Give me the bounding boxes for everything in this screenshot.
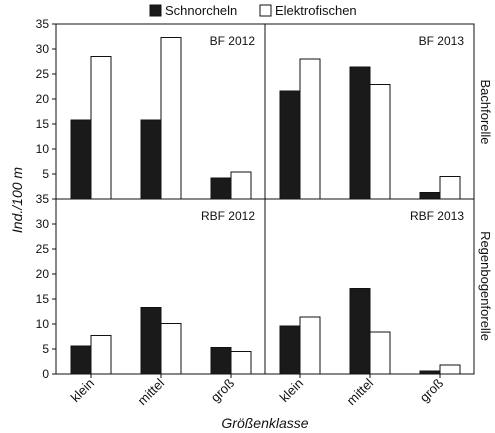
bar-bf-2013-mittel-elektrofischen [369, 84, 391, 200]
bar-bf-2012-gross-schnorcheln [210, 177, 232, 200]
y-tick-label: 5 [42, 342, 49, 356]
y-tick-label: 10 [36, 142, 50, 156]
bar-rbf-2013-klein-elektrofischen [299, 316, 321, 375]
x-category-label-gross: groß [208, 375, 238, 405]
bar-bf-2013-gross-schnorcheln [419, 192, 441, 200]
panel-rbf-2012: RBF 2012 [55, 198, 266, 375]
bar-bf-2012-klein-schnorcheln [70, 119, 92, 200]
bar-rbf-2012-gross-schnorcheln [210, 347, 232, 375]
bar-rbf-2012-gross-elektrofischen [230, 351, 252, 375]
panel-bf-2013: BF 2013 [264, 23, 475, 200]
legend-label-elektrofischen: Elektrofischen [275, 3, 357, 18]
x-axis-title: Größenklasse [221, 415, 308, 431]
panel-label: BF 2012 [210, 34, 256, 48]
panel-label: RBF 2012 [201, 209, 255, 223]
y-tick-label: 15 [36, 292, 50, 306]
bar-rbf-2012-mittel-elektrofischen [160, 323, 182, 375]
bar-rbf-2012-mittel-schnorcheln [140, 307, 162, 375]
bar-bf-2013-gross-elektrofischen [439, 176, 461, 200]
bar-bf-2013-mittel-schnorcheln [349, 66, 371, 200]
y-tick-label: 20 [36, 267, 50, 281]
row-label-regenbogenforelle: Regenbogenforelle [478, 231, 493, 341]
panel-rbf-2013: RBF 2013 [264, 198, 475, 375]
bar-rbf-2013-mittel-elektrofischen [369, 331, 391, 375]
y-axis-title: Ind./100 m [9, 167, 25, 233]
bar-rbf-2013-mittel-schnorcheln [349, 288, 371, 375]
bar-rbf-2012-klein-schnorcheln [70, 345, 92, 375]
y-tick-label: 5 [42, 167, 49, 181]
bar-rbf-2013-gross-schnorcheln [419, 370, 441, 375]
bar-bf-2012-gross-elektrofischen [230, 171, 252, 200]
bar-rbf-2013-gross-elektrofischen [439, 364, 461, 375]
x-category-label-mittel: mittel [344, 375, 377, 408]
y-tick-label: 25 [36, 67, 50, 81]
y-tick-label: 25 [36, 242, 50, 256]
bar-rbf-2012-klein-elektrofischen [90, 335, 112, 375]
bar-bf-2012-mittel-elektrofischen [160, 37, 182, 200]
y-tick-label: 15 [36, 117, 50, 131]
legend-swatch-elektrofischen [259, 4, 272, 17]
row-label-bachforelle: Bachforelle [478, 79, 493, 144]
y-tick-label: 35 [36, 192, 50, 206]
bar-bf-2012-klein-elektrofischen [90, 56, 112, 200]
x-category-label-mittel: mittel [135, 375, 168, 408]
legend: Schnorcheln Elektrofischen [149, 3, 357, 18]
bar-bf-2013-klein-schnorcheln [279, 90, 301, 200]
x-axis-categories: klein mittel groß klein mittel groß [68, 374, 447, 408]
panel-bf-2012: BF 2012 [55, 23, 266, 200]
panel-label: BF 2013 [419, 34, 465, 48]
y-tick-label: 35 [36, 17, 50, 31]
legend-swatch-schnorcheln [149, 4, 162, 17]
y-tick-label: 20 [36, 92, 50, 106]
bar-bf-2013-klein-elektrofischen [299, 58, 321, 200]
x-category-label-klein: klein [277, 376, 307, 406]
y-tick-label: 10 [36, 317, 50, 331]
bar-bf-2012-mittel-schnorcheln [140, 119, 162, 200]
x-category-label-klein: klein [68, 376, 98, 406]
y-tick-label: 30 [36, 42, 50, 56]
x-category-label-gross: groß [417, 375, 447, 405]
y-axis-ticks: 5 10 15 20 25 30 35 0 5 10 15 20 25 30 35 [36, 17, 56, 381]
y-tick-label: 0 [42, 367, 49, 381]
legend-label-schnorcheln: Schnorcheln [165, 3, 237, 18]
y-tick-label: 30 [36, 217, 50, 231]
bar-rbf-2013-klein-schnorcheln [279, 325, 301, 375]
plot-panels: BF 2012 BF 2013 RBF 2012 RBF 2013 [55, 23, 475, 375]
panel-label: RBF 2013 [410, 209, 464, 223]
